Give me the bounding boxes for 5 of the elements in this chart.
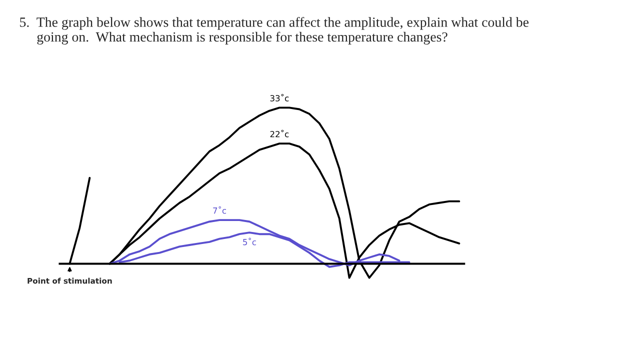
series-label: 22˚c — [270, 130, 289, 138]
series-label: 7˚c — [213, 206, 226, 214]
series-label: 5˚c — [243, 238, 256, 246]
series-label: 33˚c — [270, 94, 289, 102]
chart-title: 5. The graph below shows that temperature can affect the amplitude, explain what could be going on. What mechanism is responsible for these temperature changes? — [20, 17, 529, 45]
